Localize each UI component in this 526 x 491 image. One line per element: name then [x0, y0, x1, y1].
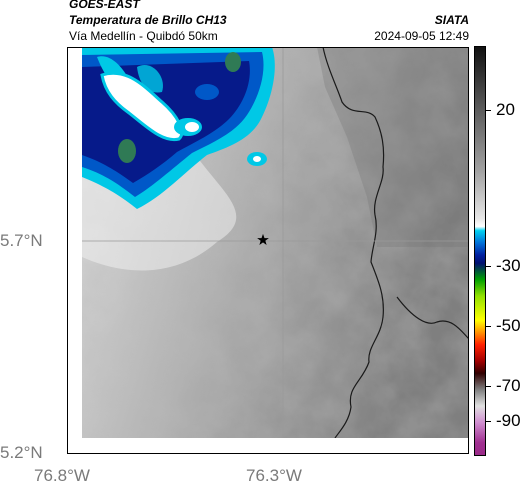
colorbar-tick-minus50 — [486, 326, 491, 327]
cold-cloud-area — [82, 47, 275, 209]
star-icon — [257, 233, 269, 245]
y-tick-5-2n: 5.2°N — [0, 443, 43, 462]
colorbar-label-20: 20 — [496, 100, 515, 119]
colorbar-tick-minus70 — [486, 386, 491, 387]
map-canvas — [67, 47, 469, 454]
colorbar-tick-20 — [486, 110, 491, 111]
x-tick-76-3w: 76.3°W — [246, 466, 302, 485]
x-tick-76-8w: 76.8°W — [34, 466, 90, 485]
colorbar-label-minus90: -90 — [496, 411, 521, 430]
y-tick-5-7n: 5.7°N — [0, 231, 43, 250]
satellite-title: GOES-EAST — [69, 0, 140, 11]
datetime-label: 2024-09-05 12:49 — [374, 29, 469, 43]
satellite-map — [67, 47, 469, 454]
colorbar-label-minus50: -50 — [496, 316, 521, 335]
colorbar-label-minus70: -70 — [496, 376, 521, 395]
border-line-east — [396, 296, 469, 340]
plot-frame — [67, 47, 469, 454]
colorbar-gradient — [475, 47, 485, 455]
colorbar-label-minus30: -30 — [496, 256, 521, 275]
product-title: Temperatura de Brillo CH13 — [69, 13, 227, 27]
colorbar — [474, 46, 486, 456]
colorbar-tick-minus30 — [486, 266, 491, 267]
source-label: SIATA — [434, 13, 469, 27]
colorbar-tick-minus90 — [486, 421, 491, 422]
route-subtitle: Vía Medellín - Quibdó 50km — [69, 29, 218, 43]
border-line — [322, 47, 385, 438]
